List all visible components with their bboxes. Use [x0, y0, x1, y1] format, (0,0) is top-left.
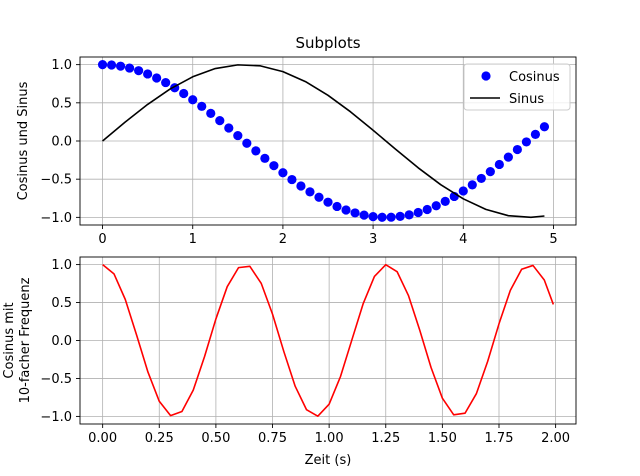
cosine-10x-line: [102, 263, 555, 417]
cosinus-marker: [188, 95, 198, 105]
cosinus-marker: [431, 201, 441, 211]
cosinus-marker: [395, 211, 405, 221]
y-tick-label: 0.0: [51, 135, 72, 150]
y-tick-label: 1.0: [51, 258, 72, 273]
x-tick-label: 0.50: [201, 431, 230, 446]
cosinus-marker: [422, 204, 432, 215]
y-tick-label: −1.0: [40, 211, 72, 226]
cosinus-marker: [251, 146, 261, 156]
cosinus-marker: [503, 152, 513, 162]
cosinus-marker: [323, 197, 333, 207]
cosinus-marker: [476, 173, 486, 184]
x-tick-label: 0: [98, 232, 106, 247]
y-tick-label: −1.0: [40, 410, 72, 425]
cosinus-marker: [242, 138, 252, 148]
subplot-1: 0 1 2 3 4 5 1.0 0.5 0.0 −0.5 −1.0 Subplots Cosinus u…: [16, 34, 577, 247]
cosinus-marker: [413, 207, 423, 218]
cosinus-marker: [197, 101, 207, 111]
y-axis-label-line: Cosinus mit: [2, 302, 17, 378]
x-tick-label: 0.75: [258, 431, 287, 446]
x-tick-label: 4: [459, 232, 467, 247]
cosinus-marker: [386, 212, 396, 222]
cosinus-marker: [161, 77, 171, 88]
cosinus-marker: [359, 210, 369, 220]
cosinus-marker: [106, 60, 117, 70]
x-tick-label: 1.75: [485, 431, 514, 446]
x-tick-label: 1.25: [371, 431, 400, 446]
cosinus-marker: [521, 137, 532, 147]
plot-area: [97, 60, 550, 222]
sinus-line: [102, 64, 545, 219]
cosinus-marker: [233, 130, 243, 141]
x-tick-label: 0.25: [145, 431, 174, 446]
plot-area: [102, 263, 555, 417]
cosinus-marker: [512, 144, 522, 155]
cosinus-marker: [269, 161, 279, 171]
cosinus-marker: [260, 153, 270, 163]
cosinus-marker: [485, 167, 495, 177]
x-tick-label: 5: [549, 232, 557, 247]
x-tick-label: 3: [369, 232, 377, 247]
x-tick-label: 1.50: [428, 431, 457, 446]
cosinus-marker: [97, 60, 108, 70]
cosinus-marker: [539, 122, 550, 132]
cosinus-marker: [341, 205, 351, 215]
cosinus-marker: [287, 174, 297, 185]
y-axis-label-line: 10-facher Frequenz: [18, 277, 33, 403]
x-tick-label: 2.00: [541, 431, 570, 446]
cosinus-marker: [224, 123, 234, 133]
cosinus-marker: [143, 69, 153, 79]
y-tick-label: 0.0: [51, 334, 72, 349]
y-tick-label: −0.5: [40, 173, 72, 188]
cosinus-marker: [305, 187, 315, 197]
cosinus-marker: [377, 212, 387, 222]
y-axis-label: Cosinus und Sinus: [16, 81, 31, 200]
cosinus-marker: [134, 66, 144, 76]
cosinus-marker: [314, 192, 324, 202]
cosinus-marker: [206, 108, 216, 118]
subplot-2: 0.00 0.25 0.50 0.75 1.00 1.25 1.50 1.75 2.00 1.0 0…: [2, 256, 577, 468]
cosinus-marker: [332, 201, 342, 212]
y-tick-label: 0.5: [51, 96, 72, 111]
x-tick-label: 1: [189, 232, 197, 247]
cosinus-marker: [494, 159, 504, 170]
cosinus-marker: [368, 212, 378, 222]
cosinus-marker: [215, 116, 225, 126]
y-tick-label: −0.5: [40, 372, 72, 387]
legend-label: Cosinus: [509, 70, 560, 85]
cosinus-marker: [296, 181, 306, 191]
cosinus-marker: [125, 63, 135, 73]
x-tick-label: 2: [279, 232, 287, 247]
legend-marker-cosinus: [481, 71, 491, 81]
cosinus-marker: [530, 129, 541, 139]
legend: Cosinus Sinus: [463, 63, 571, 111]
legend-label: Sinus: [509, 92, 544, 107]
cosinus-marker: [179, 88, 189, 99]
cosinus-marker: [467, 180, 477, 190]
y-tick-label: 0.5: [51, 296, 72, 311]
cosinus-marker: [278, 168, 288, 178]
x-tick-label: 0.00: [88, 431, 117, 446]
cosinus-marker: [115, 61, 126, 71]
cosinus-marker: [350, 208, 360, 218]
x-axis-label: Zeit (s): [305, 453, 352, 468]
cosinus-marker: [404, 210, 414, 220]
cosinus-marker: [152, 73, 162, 83]
cosinus-marker: [458, 186, 468, 196]
x-tick-label: 1.00: [315, 431, 344, 446]
y-tick-label: 1.0: [51, 58, 72, 73]
chart-title: Subplots: [295, 34, 360, 52]
cosinus-marker: [440, 196, 450, 207]
